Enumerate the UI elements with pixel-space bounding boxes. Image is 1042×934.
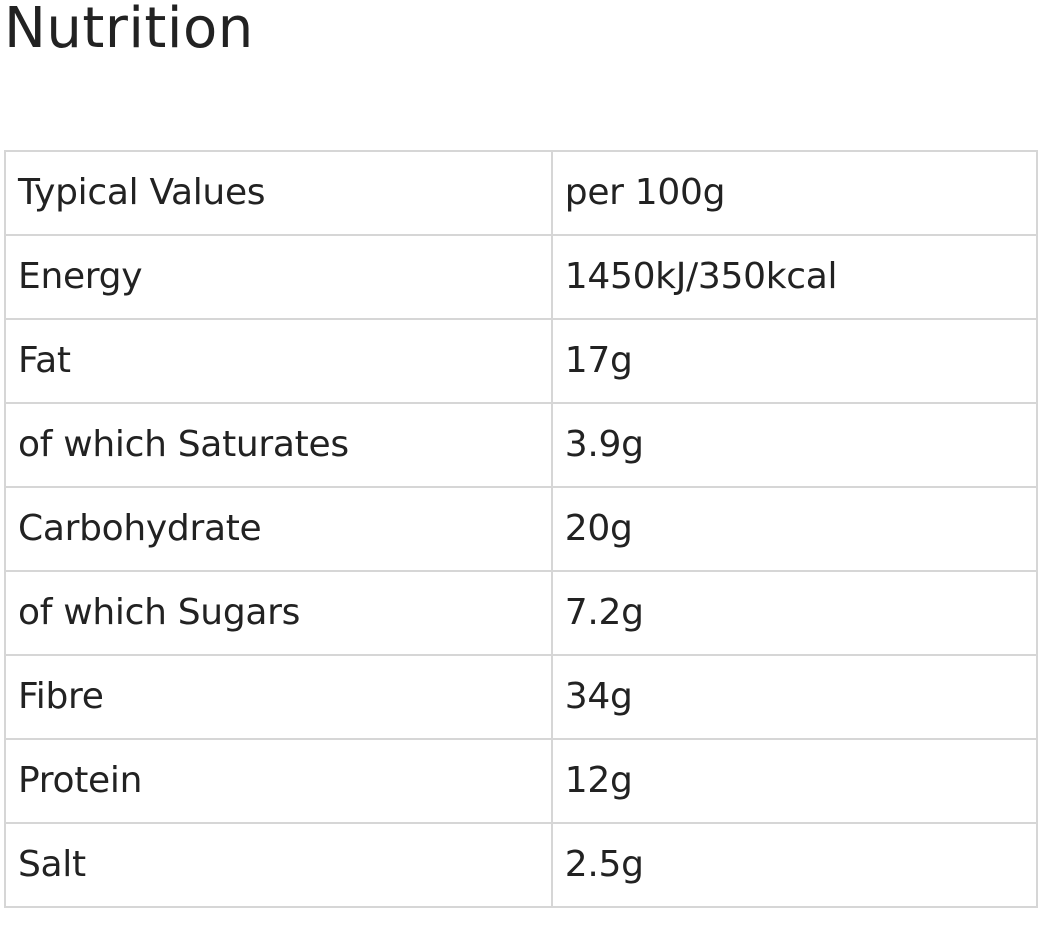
nutrient-label: Energy [4,234,553,320]
nutrient-value: 20g [550,486,1039,572]
table-row: of which Saturates 3.9g [4,402,1039,488]
table-row: Protein 12g [4,738,1039,824]
nutrition-table: Typical Values per 100g Energy 1450kJ/35… [4,150,1039,908]
table-row: Typical Values per 100g [4,150,1039,236]
table-row: of which Sugars 7.2g [4,570,1039,656]
nutrient-label: Protein [4,738,553,824]
nutrient-value: 34g [550,654,1039,740]
table-row: Fat 17g [4,318,1039,404]
nutrient-value: 1450kJ/350kcal [550,234,1039,320]
nutrient-value: 17g [550,318,1039,404]
nutrient-label: Carbohydrate [4,486,553,572]
nutrient-value: 12g [550,738,1039,824]
table-row: Fibre 34g [4,654,1039,740]
table-row: Energy 1450kJ/350kcal [4,234,1039,320]
nutrient-value: per 100g [550,150,1039,236]
table-row: Carbohydrate 20g [4,486,1039,572]
nutrient-value: 2.5g [550,822,1039,908]
nutrient-label: Salt [4,822,553,908]
nutrient-label: Fibre [4,654,553,740]
nutrient-value: 7.2g [550,570,1039,656]
table-row: Salt 2.5g [4,822,1039,908]
nutrient-label: of which Saturates [4,402,553,488]
nutrient-label: Fat [4,318,553,404]
nutrient-label: of which Sugars [4,570,553,656]
nutrient-label: Typical Values [4,150,553,236]
nutrient-value: 3.9g [550,402,1039,488]
page-title: Nutrition [4,0,254,61]
